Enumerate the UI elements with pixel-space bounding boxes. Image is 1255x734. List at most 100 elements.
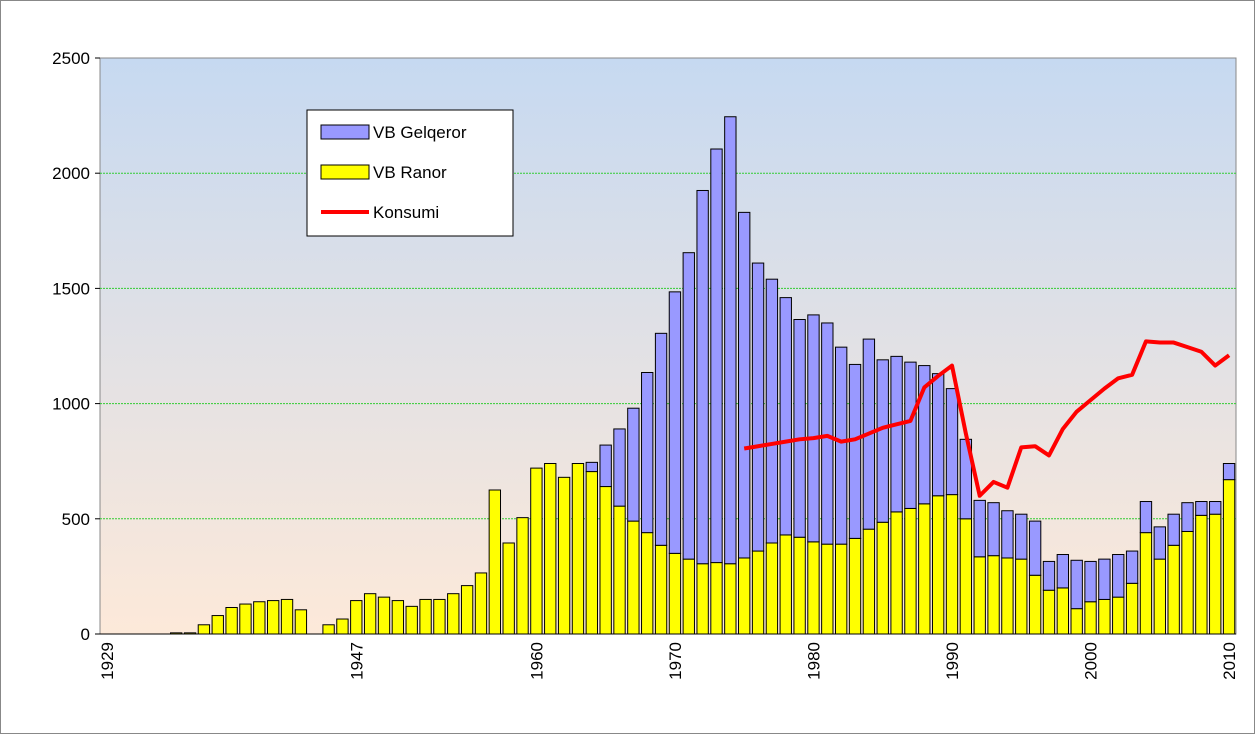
bar — [821, 543, 834, 635]
bar — [1056, 554, 1070, 589]
bar — [738, 211, 751, 559]
bar — [696, 563, 709, 635]
bar — [904, 361, 917, 509]
x-tick-label: 2010 — [1220, 642, 1239, 680]
bar — [738, 557, 751, 635]
bar — [377, 596, 391, 635]
bar — [945, 388, 959, 496]
bar — [1070, 608, 1083, 635]
bar — [502, 542, 515, 635]
bar — [959, 518, 973, 635]
bar — [1098, 598, 1111, 635]
bar — [1209, 513, 1222, 635]
bar — [1139, 501, 1153, 534]
x-tick-label: 1970 — [666, 642, 685, 680]
bar — [336, 618, 349, 635]
bar — [571, 463, 585, 635]
bar — [821, 322, 834, 545]
bar — [973, 499, 986, 558]
bar — [848, 363, 862, 539]
bar — [682, 558, 695, 635]
bar — [1015, 558, 1028, 635]
bar — [1001, 510, 1014, 559]
bar — [1112, 596, 1125, 635]
bar — [1028, 520, 1042, 576]
bar — [1001, 557, 1014, 635]
bar — [1153, 558, 1166, 635]
legend-label: Konsumi — [373, 203, 439, 222]
bar — [1181, 530, 1194, 635]
bar — [1125, 582, 1139, 635]
bar — [405, 605, 418, 635]
bar — [1167, 544, 1180, 635]
bar — [1209, 501, 1222, 515]
bar — [585, 461, 598, 473]
bar — [294, 609, 308, 635]
bar — [627, 520, 640, 635]
y-tick-label: 500 — [62, 510, 90, 529]
bar — [585, 471, 598, 635]
bar — [862, 528, 876, 635]
bar — [793, 536, 806, 635]
legend-label: VB Gelqeror — [373, 123, 467, 142]
bar — [1153, 526, 1166, 560]
bar — [350, 600, 363, 635]
line — [743, 339, 1231, 498]
bar — [613, 505, 626, 635]
bar — [239, 603, 252, 635]
bar — [973, 556, 986, 635]
bar — [419, 598, 432, 635]
bar — [765, 278, 779, 544]
bar — [987, 502, 1000, 557]
bar — [793, 319, 806, 538]
bar — [807, 314, 820, 543]
y-tick-label: 0 — [81, 625, 90, 644]
x-tick-label: 2000 — [1082, 642, 1101, 680]
bar — [447, 593, 460, 635]
bar — [1042, 560, 1056, 591]
y-tick-label: 2500 — [52, 49, 90, 68]
bar — [1084, 560, 1097, 603]
x-tick-label: 1980 — [804, 642, 823, 680]
bar — [654, 544, 668, 635]
bar — [530, 467, 543, 635]
x-tick-label: 1960 — [527, 642, 546, 680]
bar — [1042, 589, 1056, 635]
bar — [751, 550, 765, 635]
bar — [1222, 479, 1236, 635]
bar — [488, 489, 502, 635]
bar — [945, 494, 959, 635]
legend-swatch — [320, 164, 370, 180]
bar — [904, 507, 917, 635]
bar — [613, 428, 626, 507]
bar — [253, 601, 266, 635]
y-tick-label: 2000 — [52, 164, 90, 183]
bar — [322, 624, 335, 635]
bar — [876, 521, 889, 635]
bar — [1167, 513, 1180, 546]
y-tick-label: 1000 — [52, 395, 90, 414]
bar — [1181, 502, 1194, 532]
bar — [599, 444, 612, 488]
bar — [391, 600, 405, 635]
bar — [931, 495, 945, 635]
bar — [668, 291, 682, 554]
bar — [765, 542, 779, 635]
bar — [710, 148, 723, 564]
bar — [1056, 587, 1070, 635]
bar — [460, 585, 474, 635]
bar — [931, 373, 945, 497]
bar — [1125, 550, 1139, 584]
bar — [1098, 558, 1111, 600]
bar — [1139, 532, 1153, 635]
bar — [724, 563, 737, 635]
bar — [710, 562, 723, 635]
bar — [890, 355, 903, 513]
bar — [433, 598, 446, 635]
bar — [1015, 513, 1028, 560]
bar — [474, 572, 488, 635]
bar — [807, 541, 820, 635]
bar — [1195, 514, 1208, 635]
bar — [654, 332, 668, 546]
